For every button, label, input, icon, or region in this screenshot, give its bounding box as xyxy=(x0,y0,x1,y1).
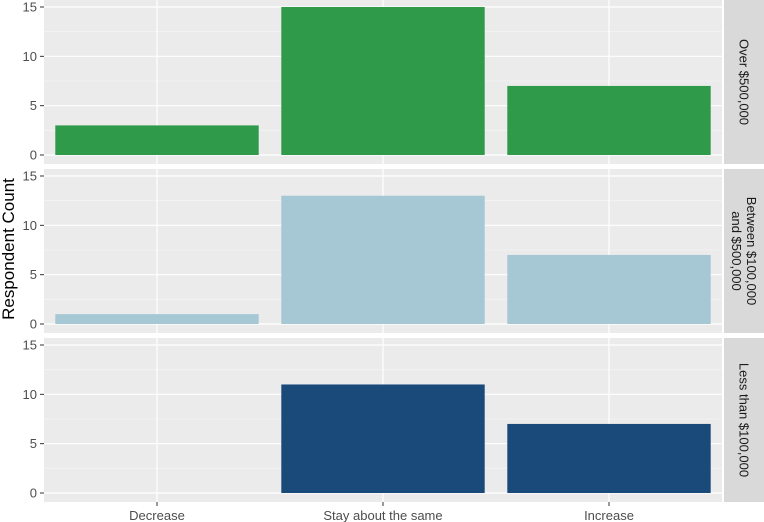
y-tick-label: 10 xyxy=(23,387,37,402)
bar xyxy=(281,384,485,493)
facet-panel: 0 5 10 15 Between $100,000and $500,000 xyxy=(23,169,764,333)
bar xyxy=(55,125,259,155)
facet-strip-label-line: Over $500,000 xyxy=(737,39,752,125)
facet-strip-label-line: and $500,000 xyxy=(729,211,744,291)
x-tick-label: Increase xyxy=(584,508,634,522)
facet-strip-label-line: Between $100,000 xyxy=(744,197,759,305)
facet-strip-label: Less than $100,000 xyxy=(737,363,752,477)
y-tick-label: 0 xyxy=(30,317,37,332)
y-tick-label: 0 xyxy=(30,148,37,163)
bar xyxy=(55,314,259,324)
x-tick-label: Decrease xyxy=(129,508,185,522)
bar xyxy=(281,195,485,324)
bar xyxy=(281,7,485,155)
bar xyxy=(507,423,711,493)
y-tick-label: 5 xyxy=(30,436,37,451)
facet-strip-label: Over $500,000 xyxy=(737,39,752,125)
y-tick-label: 5 xyxy=(30,267,37,282)
x-tick-label: Stay about the same xyxy=(323,508,442,522)
facet-strip-label-line: Less than $100,000 xyxy=(737,363,752,477)
y-tick-label: 10 xyxy=(23,218,37,233)
facet-strip xyxy=(724,338,764,502)
y-tick-label: 0 xyxy=(30,486,37,501)
facet-strip xyxy=(724,0,764,164)
facet-strip xyxy=(724,169,764,333)
facet-strip-label: Between $100,000and $500,000 xyxy=(729,197,759,305)
y-tick-label: 10 xyxy=(23,49,37,64)
facet-panel: 0 5 10 15 Less than $100,000 xyxy=(23,338,764,502)
y-tick-label: 15 xyxy=(23,338,37,353)
x-axis-ticks: Decrease Stay about the same Increase xyxy=(129,502,634,522)
y-tick-label: 15 xyxy=(23,0,37,15)
y-tick-label: 15 xyxy=(23,169,37,184)
bar xyxy=(507,85,711,155)
facet-panel: 0 5 10 15 Over $500,000 xyxy=(23,0,764,164)
y-axis-title: Respondent Count xyxy=(0,178,18,320)
facet-panels: 0 5 10 15 Over $500,000 0 5 10 15 Between $100,00… xyxy=(23,0,764,502)
bar xyxy=(507,254,711,324)
y-tick-label: 5 xyxy=(30,98,37,113)
